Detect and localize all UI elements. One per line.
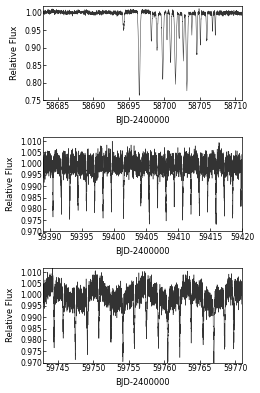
Y-axis label: Relative Flux: Relative Flux [5, 157, 15, 211]
X-axis label: BJD-2400000: BJD-2400000 [115, 116, 170, 125]
Y-axis label: Relative Flux: Relative Flux [10, 26, 20, 80]
Y-axis label: Relative Flux: Relative Flux [5, 288, 15, 342]
X-axis label: BJD-2400000: BJD-2400000 [115, 248, 170, 257]
X-axis label: BJD-2400000: BJD-2400000 [115, 378, 170, 387]
